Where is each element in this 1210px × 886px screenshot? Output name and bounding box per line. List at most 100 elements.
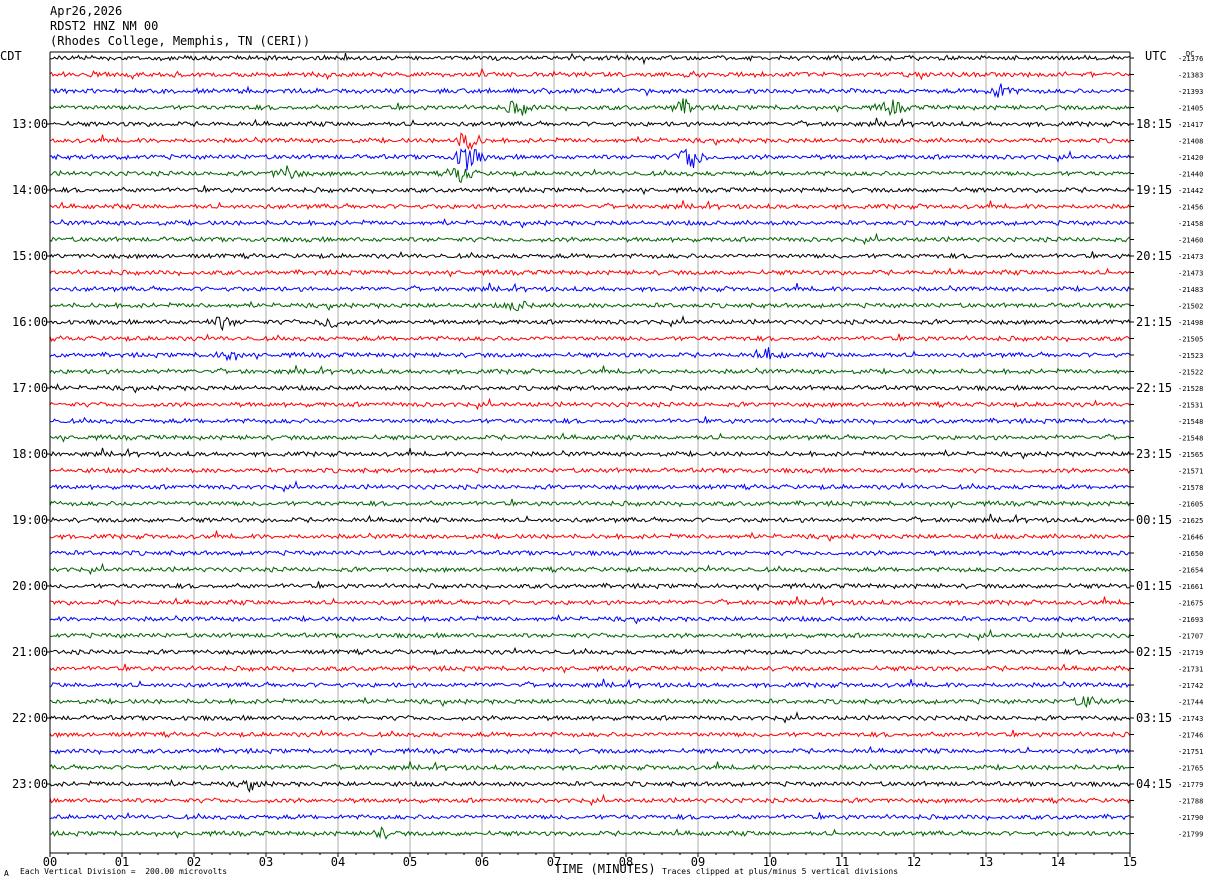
dc-offset-label: -21742 <box>1178 682 1203 690</box>
dc-offset-label: -21456 <box>1178 204 1203 212</box>
right-hour-label: 21:15 <box>1136 315 1172 329</box>
left-hour-label: 14:00 <box>12 183 48 197</box>
dc-offset-label: -21744 <box>1178 699 1203 707</box>
dc-offset-label: -21646 <box>1178 534 1203 542</box>
right-hour-label: 18:15 <box>1136 117 1172 131</box>
dc-offset-label: -21498 <box>1178 319 1203 327</box>
trace-row-20 <box>49 382 1131 394</box>
dc-offset-label: -21707 <box>1178 633 1203 641</box>
left-hour-label: 18:00 <box>12 447 48 461</box>
dc-offset-label: -21376 <box>1178 55 1203 63</box>
trace-row-36 <box>49 646 1131 656</box>
trace-row-43 <box>49 761 1131 772</box>
clipping-note: Traces clipped at plus/minus 5 vertical … <box>662 867 899 876</box>
trace-row-28 <box>49 513 1131 524</box>
left-hour-label: 19:00 <box>12 513 48 527</box>
axes: 00 01 02 03 04 05 06 07 08 09 10 11 12 13 14 15 -21376 -2… <box>12 51 1203 869</box>
x-axis-title: TIME (MINUTES) <box>554 862 655 876</box>
station-site: (Rhodes College, Memphis, TN (CERI)) <box>50 34 311 48</box>
trace-row-13 <box>49 267 1131 278</box>
dc-offset-label: -21719 <box>1178 649 1203 657</box>
x-tick-label: 00 <box>43 855 57 869</box>
dc-offset-label: -21578 <box>1178 484 1203 492</box>
left-hour-label: 13:00 <box>12 117 48 131</box>
trace-row-15 <box>49 300 1131 312</box>
dc-offset-label: -21393 <box>1178 88 1203 96</box>
trace-row-6 <box>49 148 1131 171</box>
trace-row-4 <box>49 117 1131 128</box>
trace-row-17 <box>49 333 1131 343</box>
x-tick-label: 08 <box>619 855 633 869</box>
left-hour-label: 15:00 <box>12 249 48 263</box>
right-hour-label: 19:15 <box>1136 183 1172 197</box>
trace-row-12 <box>49 250 1131 260</box>
footer-mark: A <box>4 869 9 878</box>
trace-row-34 <box>49 613 1131 625</box>
x-tick-label: 14 <box>1051 855 1065 869</box>
dc-offset-label: -21522 <box>1178 369 1203 377</box>
station-code: RDST2 HNZ NM 00 <box>50 19 159 33</box>
dc-offset-label: -21751 <box>1178 748 1203 756</box>
dc-offset-label: -21571 <box>1178 468 1203 476</box>
trace-row-1 <box>49 67 1131 81</box>
x-tick-label: 04 <box>331 855 345 869</box>
dc-offset-label: -21473 <box>1178 270 1203 278</box>
trace-row-42 <box>49 745 1131 757</box>
trace-row-9 <box>49 200 1131 211</box>
dc-offset-label: -21605 <box>1178 501 1203 509</box>
trace-row-39 <box>49 696 1131 708</box>
dc-offset-label: -21693 <box>1178 616 1203 624</box>
dc-offset-label: -21523 <box>1178 352 1203 360</box>
dc-offset-label: -21405 <box>1178 105 1203 113</box>
x-tick-label: 13 <box>979 855 993 869</box>
dc-offset-label: -21654 <box>1178 567 1203 575</box>
trace-row-32 <box>49 581 1131 592</box>
trace-row-38 <box>49 678 1131 689</box>
trace-row-29 <box>49 530 1131 543</box>
dc-offset-label: -21505 <box>1178 336 1203 344</box>
trace-row-14 <box>49 282 1131 293</box>
seismic-traces <box>49 52 1131 840</box>
x-tick-label: 05 <box>403 855 417 869</box>
trace-row-33 <box>49 596 1131 607</box>
trace-row-16 <box>49 315 1131 332</box>
trace-row-23 <box>49 432 1131 443</box>
trace-row-31 <box>49 562 1131 576</box>
dc-offset-label: -21440 <box>1178 171 1203 179</box>
dc-offset-label: -21661 <box>1178 583 1203 591</box>
left-hour-label: 22:00 <box>12 711 48 725</box>
left-timezone-label: CDT <box>0 49 22 63</box>
dc-offset-label: -21788 <box>1178 798 1203 806</box>
left-hour-label: 21:00 <box>12 645 48 659</box>
trace-row-18 <box>49 347 1131 362</box>
right-hour-label: 20:15 <box>1136 249 1172 263</box>
x-tick-label: 15 <box>1123 855 1137 869</box>
trace-row-44 <box>49 778 1131 793</box>
dc-offset-label: -21383 <box>1178 72 1203 80</box>
dc-offset-label: -21483 <box>1178 286 1203 294</box>
trace-row-21 <box>49 397 1131 411</box>
dc-offset-label: -21420 <box>1178 154 1203 162</box>
x-tick-label: 10 <box>763 855 777 869</box>
right-timezone-label: UTC <box>1145 49 1167 63</box>
dc-offset-label: -21417 <box>1178 121 1203 129</box>
trace-row-5 <box>49 132 1131 151</box>
trace-row-41 <box>49 729 1131 739</box>
x-tick-label: 07 <box>547 855 561 869</box>
trace-row-11 <box>49 232 1131 246</box>
dc-offset-label: -21408 <box>1178 138 1203 146</box>
x-tick-label: 12 <box>907 855 921 869</box>
trace-row-0 <box>49 52 1131 66</box>
dc-offset-label: -21548 <box>1178 418 1203 426</box>
trace-row-3 <box>49 98 1131 117</box>
trace-row-22 <box>49 416 1131 426</box>
trace-row-26 <box>49 480 1131 493</box>
trace-row-35 <box>49 628 1131 642</box>
dc-offset-label: -21528 <box>1178 385 1203 393</box>
dc-offset-label: -21675 <box>1178 600 1203 608</box>
trace-row-24 <box>49 447 1131 460</box>
trace-row-37 <box>49 663 1131 674</box>
trace-row-10 <box>49 217 1131 229</box>
left-hour-label: 17:00 <box>12 381 48 395</box>
